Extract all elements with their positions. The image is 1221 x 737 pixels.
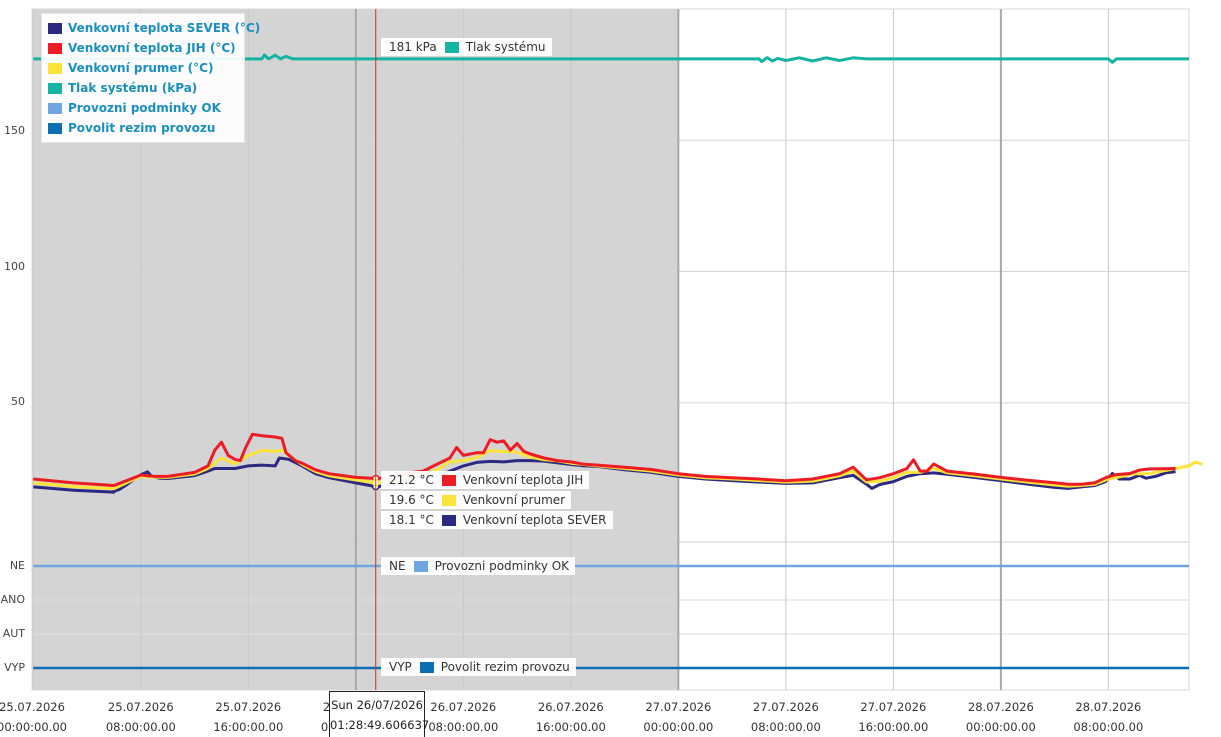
tooltip-swatch bbox=[441, 494, 456, 506]
tooltip-swatch bbox=[441, 514, 456, 526]
tooltip-value: 21.2 °C bbox=[389, 473, 434, 487]
x-tick-time: 16:00:00.00 bbox=[213, 720, 284, 734]
x-tick-date: 25.07.2026 bbox=[215, 700, 282, 714]
tooltip-name: Venkovní prumer bbox=[462, 493, 566, 507]
cursor-date-label: Sun 26/07/2026 01:28:49.606637 bbox=[329, 691, 430, 737]
x-tick-time: 08:00:00.00 bbox=[1073, 720, 1144, 734]
tooltip-value: 181 kPa bbox=[389, 40, 437, 54]
tooltip-value: VYP bbox=[389, 660, 412, 674]
legend-swatch bbox=[48, 42, 62, 54]
tooltip-swatch bbox=[444, 41, 459, 53]
x-tick-label: 25.07.2026 00:00:00.00 bbox=[0, 697, 92, 737]
legend-item-sever[interactable]: Venkovní teplota SEVER (°C) bbox=[42, 18, 260, 38]
plot-frame bbox=[31, 8, 1190, 691]
legend-label: Provozni podminky OK bbox=[68, 101, 221, 115]
legend-item-povolit-rezim[interactable]: Povolit rezim provozu bbox=[42, 118, 244, 138]
legend-label: Povolit rezim provozu bbox=[68, 121, 216, 135]
x-tick-label: 26.07.2026 16:00:00.00 bbox=[511, 697, 631, 737]
series-line-venkovn-teplota-jih-c[interactable] bbox=[33, 432, 1176, 487]
tooltip-swatch bbox=[419, 661, 434, 673]
legend-item-provozni-podminky[interactable]: Provozni podminky OK bbox=[42, 98, 244, 118]
x-tick-label: 25.07.2026 08:00:00.00 bbox=[81, 697, 201, 737]
x-tick-label: 27.07.2026 16:00:00.00 bbox=[833, 697, 953, 737]
legend-item-prumer[interactable]: Venkovní prumer (°C) bbox=[42, 58, 244, 78]
x-tick-label: 28.07.2026 08:00:00.00 bbox=[1048, 697, 1168, 737]
x-tick-label: 28.07.2026 00:00:00.00 bbox=[941, 697, 1061, 737]
x-tick-date: 28.07.2026 bbox=[1075, 700, 1142, 714]
legend-swatch bbox=[48, 22, 62, 34]
tooltip-name: Venkovní teplota JIH bbox=[462, 473, 584, 487]
legend-item-jih[interactable]: Venkovní teplota JIH (°C) bbox=[42, 38, 244, 58]
tooltip-name: Provozni podminky OK bbox=[434, 559, 570, 573]
series-layer bbox=[33, 53, 1203, 670]
x-tick-time: 08:00:00.00 bbox=[428, 720, 499, 734]
tooltip-tlak: 181 kPa Tlak systému bbox=[381, 38, 552, 56]
legend: Venkovní teplota SEVER (°C) Venkovní tep… bbox=[41, 13, 260, 143]
x-tick-time: 16:00:00.00 bbox=[535, 720, 606, 734]
y-tick-label: 50 bbox=[11, 395, 25, 408]
legend-label: Venkovní teplota SEVER (°C) bbox=[68, 21, 261, 35]
x-tick-label: 27.07.2026 08:00:00.00 bbox=[726, 697, 846, 737]
x-tick-date: 25.07.2026 bbox=[107, 700, 174, 714]
tooltip-swatch bbox=[413, 560, 428, 572]
x-tick-label: 27.07.2026 00:00:00.00 bbox=[618, 697, 738, 737]
tooltip-name: Tlak systému bbox=[465, 40, 546, 54]
x-tick-time: 00:00:00.00 bbox=[643, 720, 714, 734]
tooltip-prumer: 19.6 °C Venkovní prumer bbox=[381, 491, 572, 509]
state-tick-label: VYP bbox=[4, 661, 25, 674]
x-tick-time: 00:00:00.00 bbox=[965, 720, 1036, 734]
tooltip-value: 18.1 °C bbox=[389, 513, 434, 527]
cursor-date-line2: 01:28:49.606637 bbox=[330, 718, 430, 732]
legend-swatch bbox=[48, 82, 62, 94]
cursor-date-line1: Sun 26/07/2026 bbox=[331, 698, 423, 712]
state-tick-label: ANO bbox=[0, 593, 25, 606]
legend-item-tlak[interactable]: Tlak systému (kPa) bbox=[42, 78, 244, 98]
legend-label: Tlak systému (kPa) bbox=[68, 81, 198, 95]
tooltip-jih: 21.2 °C Venkovní teplota JIH bbox=[381, 471, 590, 489]
x-tick-label: 26.07.2026 08:00:00.00 bbox=[403, 697, 523, 737]
state-tick-label: NE bbox=[9, 559, 25, 572]
series-line-venkovn-teplota-sever-c[interactable] bbox=[33, 456, 1176, 494]
x-tick-date: 27.07.2026 bbox=[860, 700, 927, 714]
tooltip-swatch bbox=[441, 474, 456, 486]
x-tick-time: 00:00:00.00 bbox=[0, 720, 67, 734]
x-tick-date: 28.07.2026 bbox=[967, 700, 1034, 714]
tooltip-name: Venkovní teplota SEVER bbox=[462, 513, 607, 527]
legend-swatch bbox=[48, 62, 62, 74]
tooltip-name: Povolit rezim provozu bbox=[440, 660, 570, 674]
legend-swatch bbox=[48, 102, 62, 114]
legend-label: Venkovní teplota JIH (°C) bbox=[68, 41, 236, 55]
legend-label: Venkovní prumer (°C) bbox=[68, 61, 214, 75]
tooltip-value: NE bbox=[389, 559, 406, 573]
tooltip-provozni-podminky: NE Provozni podminky OK bbox=[381, 557, 576, 575]
x-tick-time: 08:00:00.00 bbox=[105, 720, 176, 734]
series-line-tlak-syst-mu-kpa[interactable] bbox=[33, 53, 1189, 64]
x-tick-date: 25.07.2026 bbox=[0, 700, 65, 714]
y-tick-label: 100 bbox=[4, 260, 25, 273]
x-tick-label: 25.07.2026 16:00:00.00 bbox=[188, 697, 308, 737]
tooltip-value: 19.6 °C bbox=[389, 493, 434, 507]
x-tick-time: 08:00:00.00 bbox=[750, 720, 821, 734]
x-tick-time: 16:00:00.00 bbox=[858, 720, 929, 734]
tooltip-povolit-rezim: VYP Povolit rezim provozu bbox=[381, 658, 576, 676]
tooltip-sever: 18.1 °C Venkovní teplota SEVER bbox=[381, 511, 613, 529]
x-tick-date: 26.07.2026 bbox=[430, 700, 497, 714]
state-tick-label: AUT bbox=[2, 627, 25, 640]
legend-swatch bbox=[48, 122, 62, 134]
x-tick-date: 27.07.2026 bbox=[752, 700, 819, 714]
y-tick-label: 150 bbox=[4, 124, 25, 137]
x-tick-date: 26.07.2026 bbox=[537, 700, 604, 714]
x-tick-date: 27.07.2026 bbox=[645, 700, 712, 714]
